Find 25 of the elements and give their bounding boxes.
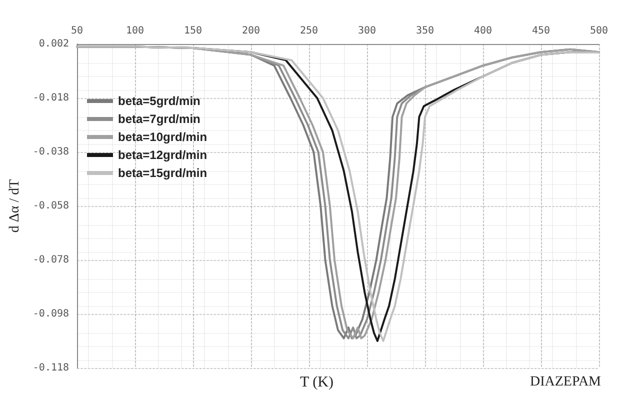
y-tick-label: 0.002: [38, 38, 70, 50]
x-tick-label: 450: [532, 26, 550, 36]
y-axis-title: d Δα / dT: [8, 178, 22, 233]
text: DIAZEPAM: [530, 374, 602, 390]
legend-label: beta=12grd/min: [118, 148, 208, 162]
x-tick-label: 200: [242, 26, 260, 36]
x-tick-label: 400: [474, 26, 492, 36]
x-axis-title: T (K): [300, 374, 334, 390]
x-tick-label: 250: [300, 26, 318, 36]
y-tick-label: -0.078: [32, 254, 70, 266]
legend-label: beta=5grd/min: [118, 94, 200, 108]
y-tick-label: -0.058: [32, 200, 70, 212]
legend-label: beta=15grd/min: [118, 166, 208, 180]
x-tick-label: 300: [358, 26, 376, 36]
legend-label: beta=10grd/min: [118, 130, 208, 144]
x-tick-label: 100: [126, 26, 144, 36]
x-tick-label: 50: [71, 26, 84, 36]
y-tick-label: -0.098: [32, 308, 70, 320]
y-tick-label: -0.118: [32, 362, 70, 374]
legend-label: beta=7grd/min: [118, 112, 200, 126]
y-tick-label: -0.018: [32, 92, 70, 104]
x-tick-label: 150: [184, 26, 202, 36]
x-tick-label: 350: [416, 26, 434, 36]
y-tick-label: -0.038: [32, 146, 70, 158]
x-tick-label: 500: [590, 26, 608, 36]
